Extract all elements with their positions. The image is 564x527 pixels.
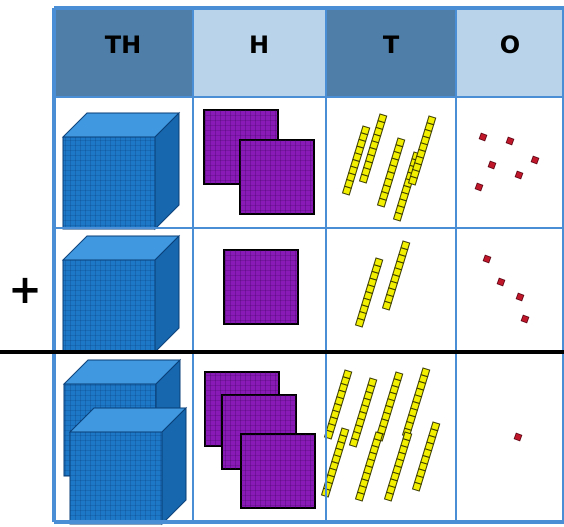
thousand-cube	[61, 111, 181, 231]
one-unit	[474, 182, 484, 192]
hundred-flat	[239, 139, 315, 215]
header-label-thousands: TH	[105, 31, 141, 59]
header-label-hundreds: H	[249, 31, 269, 59]
ten-rod	[358, 113, 388, 184]
one-unit	[530, 155, 540, 165]
ten-rod	[407, 115, 437, 186]
ten-rod	[401, 367, 431, 438]
ten-rod	[411, 421, 441, 492]
thousand-cube	[68, 406, 188, 526]
ten-rod	[376, 137, 406, 208]
one-unit	[505, 136, 515, 146]
one-unit	[513, 432, 523, 442]
header-label-ones: O	[500, 31, 520, 59]
ten-rod	[341, 125, 371, 196]
plus-sign: +	[8, 267, 42, 313]
one-unit	[514, 170, 524, 180]
hundred-flat	[223, 249, 299, 325]
one-unit	[520, 314, 530, 324]
header-cell-ones	[456, 8, 564, 97]
header-row: TH H T O	[54, 8, 564, 97]
header-label-tens: T	[383, 31, 400, 59]
ten-rod	[323, 369, 353, 440]
header-cell-tens	[326, 8, 456, 97]
ten-rod	[383, 431, 413, 502]
one-unit	[487, 160, 497, 170]
thousand-cube	[61, 234, 181, 354]
ten-rod	[348, 377, 378, 448]
manipulatives-layer	[61, 109, 540, 526]
ten-rod	[354, 431, 384, 502]
one-unit	[496, 277, 506, 287]
hundred-flat	[221, 394, 297, 470]
one-unit	[482, 254, 492, 264]
header-cell-hundreds	[193, 8, 326, 97]
ten-rod	[354, 257, 384, 328]
one-unit	[515, 292, 525, 302]
hundred-flat	[240, 433, 316, 509]
one-unit	[478, 132, 488, 142]
header-cell-thousands	[54, 8, 193, 97]
ten-rod	[381, 240, 411, 311]
